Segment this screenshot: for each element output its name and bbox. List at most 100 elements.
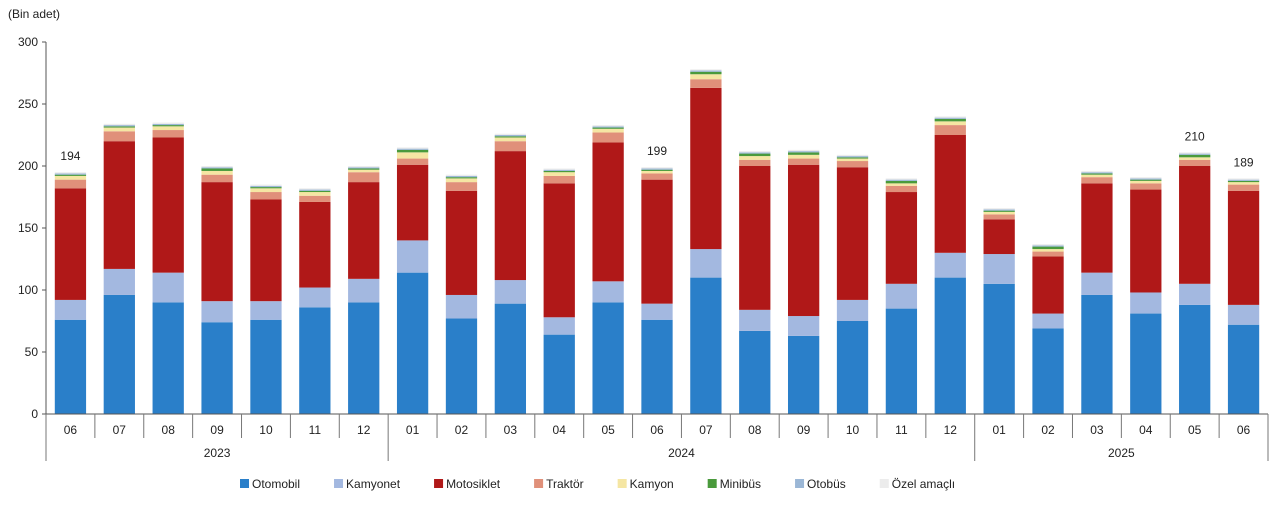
bar-segment-motosiklet (836, 167, 869, 300)
bar-segment-trakt-r (1081, 177, 1113, 184)
data-label: 199 (647, 144, 667, 158)
bar-segment-kamyonet (396, 240, 429, 273)
y-tick-label: 150 (18, 221, 38, 235)
bar-segment-trakt-r (1032, 251, 1064, 257)
x-tick-label: 10 (259, 423, 273, 437)
bar-segment-kamyon (201, 170, 233, 175)
bar-segment-otomobil (299, 307, 331, 414)
bar-segment-minib-s (250, 187, 282, 189)
bar-segment-motosiklet (201, 182, 233, 302)
x-tick-label: 12 (357, 423, 371, 437)
x-tick-label: 05 (1188, 423, 1202, 437)
bar-segment-kamyon (641, 170, 673, 174)
bar-segment-otob-s (1227, 179, 1260, 181)
bar-segment-minib-s (787, 152, 820, 155)
bar-segment-motosiklet (934, 135, 966, 253)
bar-segment-otomobil (152, 302, 184, 414)
bar-segment-kamyonet (348, 278, 380, 303)
bar-segment-minib-s (690, 71, 722, 75)
bar-segment-kamyon (983, 211, 1015, 215)
bar-segment-minib-s (1081, 173, 1113, 175)
bar-segment-minib-s (103, 126, 135, 128)
bar-segment--zel-ama-l- (739, 151, 771, 153)
bar-segment-otob-s (690, 70, 722, 72)
bar-segment-kamyon (885, 183, 918, 186)
legend-label: Traktör (546, 477, 584, 491)
bar-segment-otob-s (1130, 178, 1162, 180)
bar-segment-trakt-r (1179, 159, 1211, 166)
bar-segment-trakt-r (641, 173, 673, 180)
bar-segment-minib-s (348, 168, 380, 170)
bar-segment-minib-s (445, 177, 478, 179)
bar-segment-kamyon (1179, 157, 1211, 160)
bar-segment-trakt-r (1130, 183, 1162, 190)
x-tick-label: 12 (944, 423, 958, 437)
bar-segment-motosiklet (494, 151, 527, 281)
legend-label: Kamyon (630, 477, 674, 491)
bar-segment-minib-s (299, 190, 331, 193)
x-tick-label: 03 (504, 423, 518, 437)
x-tick-label: 10 (846, 423, 860, 437)
bar-segment-kamyonet (592, 281, 624, 303)
bar-segment-otob-s (103, 125, 135, 127)
bar-segment-kamyon (396, 152, 429, 159)
bar-segment--zel-ama-l- (885, 178, 918, 180)
bar-segment-motosiklet (641, 179, 673, 304)
bar-segment-kamyon (494, 137, 527, 142)
bar-segment-otob-s (54, 173, 87, 175)
bar-segment-trakt-r (494, 141, 527, 152)
bar-segment-otob-s (885, 179, 918, 181)
legend-item: Motosiklet (434, 477, 501, 491)
bar-segment-motosiklet (445, 190, 478, 295)
bar-segment--zel-ama-l- (348, 166, 380, 168)
bar-segment-otob-s (739, 152, 771, 154)
bar-segment-otomobil (445, 318, 478, 414)
bar-segment-minib-s (641, 169, 673, 171)
bar-segment-minib-s (885, 180, 918, 184)
legend-item: Kamyonet (334, 477, 401, 491)
bar-segment--zel-ama-l- (641, 167, 673, 169)
legend: Otomobil Kamyonet Motosiklet Traktör Kamyon M… (240, 477, 955, 491)
x-tick-label: 07 (699, 423, 713, 437)
bar-segment-trakt-r (250, 192, 282, 200)
x-tick-label: 01 (406, 423, 420, 437)
bar-segment--zel-ama-l- (396, 147, 429, 149)
bar-segment-kamyonet (641, 303, 673, 320)
bar-segment-otomobil (885, 308, 918, 414)
bar-segment-kamyon (690, 74, 722, 80)
bar-segment--zel-ama-l- (1130, 177, 1162, 179)
bar-segment--zel-ama-l- (299, 188, 331, 190)
bar-segment-motosiklet (543, 183, 575, 318)
x-tick-label: 05 (601, 423, 615, 437)
bar-segment-otob-s (934, 117, 966, 119)
bar-segment--zel-ama-l- (103, 123, 135, 126)
bar-segment-kamyon (250, 188, 282, 193)
bar-segment-kamyonet (152, 272, 184, 303)
bar-segment-kamyonet (543, 317, 575, 335)
legend-item: Minibüs (707, 477, 761, 491)
bar-segment-motosiklet (885, 192, 918, 284)
bar-segment-trakt-r (396, 158, 429, 165)
bar-segment-minib-s (983, 210, 1015, 212)
data-label: 210 (1185, 129, 1205, 143)
legend-item: Traktör (534, 477, 584, 491)
bar-segment-kamyon (836, 158, 869, 162)
bar-segment-trakt-r (885, 185, 918, 193)
legend-swatch (879, 479, 889, 488)
bar-segment-otob-s (983, 209, 1015, 211)
legend-item: Otomobil (240, 477, 300, 491)
bar-segment-minib-s (543, 170, 575, 173)
bar-segment-kamyonet (494, 280, 527, 304)
bar-segment-otob-s (445, 175, 478, 178)
bar-segment-otob-s (836, 156, 869, 158)
bar-segment-motosiklet (54, 188, 87, 300)
bar-segment-otomobil (396, 272, 429, 414)
legend-label: Otobüs (807, 477, 846, 491)
bar-segment-otomobil (250, 319, 282, 414)
bar-segment-minib-s (396, 149, 429, 153)
bar-segment-motosiklet (739, 166, 771, 310)
x-tick-label: 08 (748, 423, 762, 437)
bar-segment-otomobil (1081, 294, 1113, 414)
bar-segment-otomobil (1130, 313, 1162, 414)
